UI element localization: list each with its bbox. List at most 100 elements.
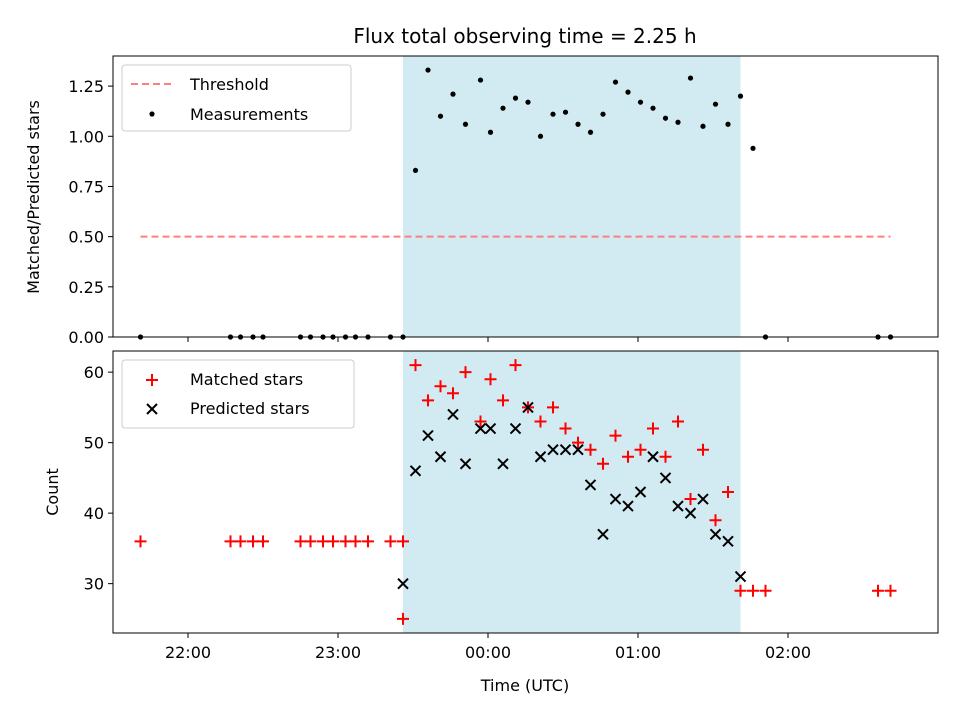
predicted-star-point xyxy=(634,486,647,498)
legend-measurements-swatch xyxy=(149,111,155,117)
bottom-ytick-label: 60 xyxy=(84,363,104,382)
bottom-shaded-span xyxy=(403,351,741,633)
predicted-star-point xyxy=(672,500,684,512)
matched-star-point xyxy=(547,401,559,414)
predicted-star-point xyxy=(597,528,609,541)
measurement-point xyxy=(625,89,631,95)
measurement-point xyxy=(737,93,744,99)
top-ytick-label: 1.00 xyxy=(68,127,104,146)
measurement-point xyxy=(550,111,556,117)
matched-star-point xyxy=(409,359,422,372)
matched-star-point xyxy=(697,443,709,456)
bottom-ticks: 30 40 50 60 22:00 23:00 00:00 01:00 02:00 xyxy=(84,363,811,662)
matched-star-point xyxy=(609,429,622,442)
bottom-ytick-label: 40 xyxy=(84,504,104,523)
top-legend-box xyxy=(121,64,352,132)
bottom-xtick-label: 22:00 xyxy=(165,643,211,662)
matched-star-point xyxy=(647,422,659,435)
top-axes-frame xyxy=(112,55,939,338)
predicted-star-point xyxy=(684,507,697,519)
measurement-point xyxy=(512,95,519,101)
matched-star-point xyxy=(257,535,269,548)
bottom-xlabel: Time (UTC) xyxy=(480,676,569,695)
measurement-point xyxy=(500,105,506,111)
legend-threshold-label: Threshold xyxy=(189,75,269,94)
measurement-point xyxy=(725,121,731,127)
predicted-star-point xyxy=(497,458,509,470)
top-ytick-label: 0.00 xyxy=(68,328,104,347)
measurement-point xyxy=(477,77,484,83)
matched-star-point xyxy=(659,450,672,463)
matched-star-point xyxy=(884,584,897,597)
measurement-point xyxy=(562,109,569,115)
bottom-xtick-label: 00:00 xyxy=(465,643,511,662)
measurement-point xyxy=(537,133,544,139)
predicted-star-point xyxy=(434,451,447,463)
predicted-star-point xyxy=(422,429,434,442)
matched-star-point xyxy=(447,387,459,400)
matched-star-point xyxy=(362,535,374,548)
bottom-axes-frame xyxy=(112,350,939,634)
predicted-star-point xyxy=(709,528,722,541)
matched-star-point xyxy=(509,359,522,372)
bottom-series-layer xyxy=(134,359,897,625)
top-ticks: 0.00 0.25 0.50 0.75 1.00 1.25 xyxy=(68,77,789,347)
top-series-layer xyxy=(137,67,894,340)
predicted-star-point xyxy=(474,422,487,435)
predicted-star-point xyxy=(409,465,422,477)
predicted-star-point xyxy=(659,472,672,484)
matched-star-point xyxy=(397,535,409,548)
bottom-ytick-label: 30 xyxy=(84,575,104,594)
matched-star-point xyxy=(434,380,447,393)
matched-star-point xyxy=(872,584,884,597)
predicted-star-point xyxy=(547,443,559,456)
measurement-point xyxy=(487,129,494,135)
matched-star-point xyxy=(734,584,747,597)
matched-star-point xyxy=(684,493,697,506)
matched-star-point xyxy=(497,394,509,407)
measurement-point xyxy=(462,121,469,127)
predicted-star-point xyxy=(534,451,547,463)
bottom-shade-rect xyxy=(403,351,741,633)
bottom-ylabel: Count xyxy=(43,468,62,516)
measurement-point xyxy=(612,79,619,85)
measurement-point xyxy=(687,75,694,81)
matched-star-point xyxy=(597,457,609,470)
predicted-star-point xyxy=(647,451,659,463)
predicted-star-point xyxy=(572,443,584,456)
bottom-xtick-label: 02:00 xyxy=(765,643,811,662)
matched-star-point xyxy=(572,436,584,449)
matched-star-point xyxy=(349,535,362,548)
top-ylabel: Matched/Predicted stars xyxy=(24,100,43,294)
predicted-star-point xyxy=(522,401,534,414)
matched-star-point xyxy=(134,535,147,548)
measurement-point xyxy=(575,121,581,127)
matched-star-point xyxy=(747,584,759,597)
matched-star-point xyxy=(422,394,434,407)
top-title: Flux total observing time = 2.25 h xyxy=(353,24,696,48)
measurement-point xyxy=(650,105,656,111)
bottom-xtick-label: 23:00 xyxy=(315,643,361,662)
matched-star-point xyxy=(474,415,487,428)
measurement-point xyxy=(437,113,444,119)
predicted-star-point xyxy=(447,408,459,421)
matched-star-point xyxy=(722,486,734,498)
matched-star-point xyxy=(234,535,247,548)
matched-star-point xyxy=(484,373,497,386)
top-shaded-span xyxy=(403,56,741,337)
legend-matched-label: Matched stars xyxy=(190,370,303,389)
bottom-legend-box xyxy=(121,359,355,429)
predicted-star-point xyxy=(609,493,622,505)
matched-star-point xyxy=(327,535,339,548)
legend-measurements-label: Measurements xyxy=(190,105,308,124)
matched-star-point xyxy=(534,415,547,428)
measurement-point xyxy=(425,67,431,73)
predicted-star-point xyxy=(459,458,472,470)
predicted-star-point xyxy=(484,422,497,435)
bottom-ytick-label: 50 xyxy=(84,434,104,453)
matched-star-point xyxy=(759,584,772,597)
measurement-point xyxy=(525,99,531,105)
predicted-star-point xyxy=(734,570,747,583)
